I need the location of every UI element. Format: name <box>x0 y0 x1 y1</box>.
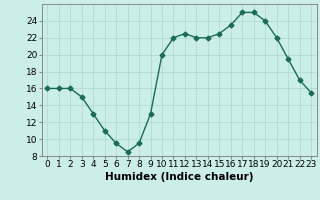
X-axis label: Humidex (Indice chaleur): Humidex (Indice chaleur) <box>105 172 253 182</box>
